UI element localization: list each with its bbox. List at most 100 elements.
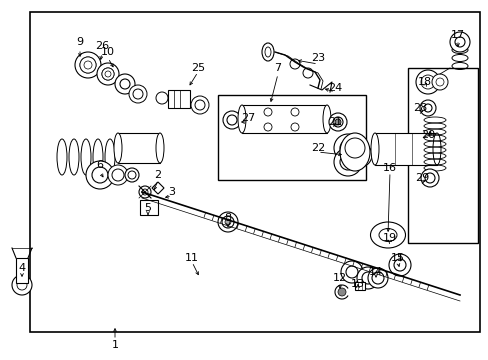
Bar <box>374 133 436 165</box>
Circle shape <box>92 167 108 183</box>
Ellipse shape <box>125 168 139 182</box>
Text: 7: 7 <box>274 63 281 73</box>
Circle shape <box>423 104 431 112</box>
Circle shape <box>454 37 464 47</box>
Circle shape <box>108 165 128 185</box>
Text: 26: 26 <box>95 41 109 51</box>
Bar <box>30 12 479 332</box>
Text: 13: 13 <box>350 279 364 289</box>
Circle shape <box>415 70 439 94</box>
Circle shape <box>139 186 151 198</box>
Circle shape <box>339 154 355 170</box>
Text: 1: 1 <box>111 340 118 350</box>
Ellipse shape <box>264 47 270 57</box>
Ellipse shape <box>238 105 245 133</box>
Circle shape <box>112 169 124 181</box>
Circle shape <box>115 74 135 94</box>
Circle shape <box>435 78 443 86</box>
Circle shape <box>356 267 378 289</box>
Text: 12: 12 <box>332 273 346 283</box>
Circle shape <box>419 100 435 116</box>
Circle shape <box>371 272 383 284</box>
Bar <box>16 258 28 283</box>
Circle shape <box>328 113 346 131</box>
Circle shape <box>264 123 271 131</box>
Circle shape <box>224 219 230 225</box>
Circle shape <box>105 71 111 77</box>
Circle shape <box>102 68 114 80</box>
Circle shape <box>133 89 142 99</box>
Circle shape <box>346 266 357 278</box>
Circle shape <box>129 85 147 103</box>
Bar <box>140 200 158 215</box>
Text: 24: 24 <box>327 83 342 93</box>
Circle shape <box>303 68 312 78</box>
Ellipse shape <box>323 105 330 133</box>
Circle shape <box>388 254 410 276</box>
Text: 11: 11 <box>184 253 199 263</box>
Ellipse shape <box>262 43 273 61</box>
Circle shape <box>352 148 366 162</box>
Circle shape <box>84 61 92 69</box>
Circle shape <box>17 280 27 290</box>
Circle shape <box>347 143 371 167</box>
Circle shape <box>340 261 362 283</box>
Circle shape <box>345 138 364 158</box>
Circle shape <box>97 63 119 85</box>
Ellipse shape <box>156 133 163 163</box>
Bar <box>218 95 365 180</box>
Text: 5: 5 <box>144 203 151 213</box>
Text: 8: 8 <box>224 213 231 223</box>
Text: 28: 28 <box>412 103 426 113</box>
Circle shape <box>337 288 346 296</box>
Text: 18: 18 <box>417 77 431 87</box>
Ellipse shape <box>339 133 369 171</box>
Circle shape <box>393 259 405 271</box>
Text: 27: 27 <box>241 113 255 123</box>
Circle shape <box>80 57 96 73</box>
Circle shape <box>102 68 114 80</box>
Circle shape <box>156 92 168 104</box>
Circle shape <box>334 119 340 125</box>
Circle shape <box>290 108 298 116</box>
Circle shape <box>333 134 361 162</box>
Circle shape <box>86 161 114 189</box>
Circle shape <box>420 75 434 89</box>
Text: 4: 4 <box>19 263 25 273</box>
Text: 16: 16 <box>382 163 396 173</box>
Text: 20: 20 <box>420 130 434 140</box>
Circle shape <box>142 189 148 195</box>
Ellipse shape <box>378 229 396 242</box>
Ellipse shape <box>69 139 79 175</box>
Circle shape <box>332 117 342 127</box>
Circle shape <box>218 212 238 232</box>
Circle shape <box>420 169 438 187</box>
Circle shape <box>75 52 101 78</box>
Bar <box>407 68 477 243</box>
Ellipse shape <box>105 139 115 175</box>
Text: 6: 6 <box>96 160 103 170</box>
Bar <box>168 90 190 108</box>
Text: 29: 29 <box>414 173 428 183</box>
Circle shape <box>12 275 32 295</box>
Circle shape <box>449 32 469 52</box>
Circle shape <box>290 123 298 131</box>
Text: 22: 22 <box>310 143 325 153</box>
Circle shape <box>289 59 299 69</box>
Text: 14: 14 <box>368 267 382 277</box>
Circle shape <box>424 173 434 183</box>
Circle shape <box>191 96 208 114</box>
Circle shape <box>367 268 387 288</box>
Ellipse shape <box>57 139 67 175</box>
Circle shape <box>226 115 237 125</box>
Circle shape <box>264 108 271 116</box>
Text: 2: 2 <box>154 170 161 180</box>
Ellipse shape <box>128 171 136 179</box>
Ellipse shape <box>432 133 440 165</box>
Ellipse shape <box>370 133 378 165</box>
Ellipse shape <box>93 139 103 175</box>
Text: 17: 17 <box>450 30 464 40</box>
Text: 9: 9 <box>76 37 83 47</box>
Text: 15: 15 <box>390 253 404 263</box>
Bar <box>354 282 364 290</box>
